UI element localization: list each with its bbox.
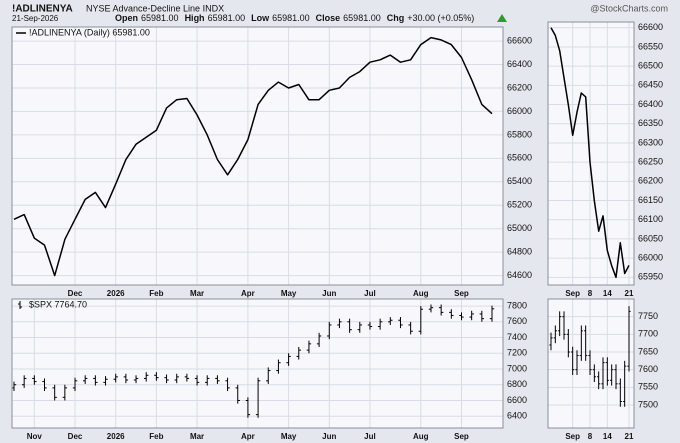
y-tick-label: 66500 [638,61,663,71]
x-tick-label: Dec [68,432,83,441]
x-tick-label: May [281,432,297,441]
quote-value: 65981.00 [343,13,381,23]
y-tick-label: 7650 [638,346,658,356]
x-tick-label: Nov [27,432,43,441]
y-tick-label: 7550 [638,382,658,392]
plot-border [11,298,504,429]
y-tick-label: 65000 [507,223,532,233]
x-tick-label: Dec [68,289,83,298]
y-tick-label: 7750 [638,311,658,321]
y-tick-label: 66050 [638,233,663,243]
y-tick-label: 6400 [507,411,527,421]
y-tick-label: 65950 [638,272,663,282]
x-tick-label: Feb [149,289,163,298]
up-arrow [497,14,507,22]
y-tick-label: 7600 [638,364,658,374]
y-tick-label: 7200 [507,348,527,358]
watermark: @StockCharts.com [590,3,668,13]
y-tick-label: 66600 [507,35,532,45]
plot-area [12,299,503,428]
y-tick-label: 66000 [507,106,532,116]
quote-value: 65981.00 [208,13,246,23]
quote-value: +30.00 (+0.05%) [407,13,474,23]
date: 21-Sep-2026 [12,14,59,23]
quote-label: High [185,13,205,23]
x-tick-label: Sep [454,432,469,441]
y-tick-label: 66300 [638,137,663,147]
plot-border [547,21,635,286]
quote-label: Low [251,13,270,23]
x-tick-label: Jun [322,432,336,441]
quote-label: Close [316,13,341,23]
quote: Open 65981.00 High 65981.00 Low 65981.00 Close… [115,13,474,23]
y-tick-label: 66400 [638,99,663,109]
y-tick-label: 65600 [507,153,532,163]
legend-label: $SPX 7764.70 [29,299,87,309]
y-tick-label: 66250 [638,157,663,167]
y-tick-label: 7400 [507,332,527,342]
line [550,27,630,279]
x-tick-label: Feb [149,432,163,441]
y-tick-label: 7500 [638,399,658,409]
description: NYSE Advance-Decline Line INDX [86,3,224,13]
y-tick-label: 66200 [638,176,663,186]
y-tick-label: 66000 [638,252,663,262]
y-tick-label: 6600 [507,395,527,405]
x-tick-label: 21 [625,289,634,298]
y-tick-label: 65800 [507,129,532,139]
x-tick-label: 21 [625,432,634,441]
symbol: !ADLINENYA [12,4,73,15]
y-tick-label: 6800 [507,379,527,389]
quote-value: 65981.00 [272,13,310,23]
x-tick-label: Mar [190,289,204,298]
y-tick-label: 65400 [507,176,532,186]
x-tick-label: Sep [565,289,580,298]
y-tick-label: 7600 [507,316,527,326]
x-tick-label: May [281,289,297,298]
y-tick-label: 65200 [507,200,532,210]
y-tick-label: 66450 [638,80,663,90]
x-tick-label: Jul [364,432,376,441]
y-tick-label: 66200 [507,82,532,92]
y-tick-label: 66100 [638,214,663,224]
y-tick-label: 66350 [638,118,663,128]
y-tick-label: 66400 [507,59,532,69]
y-tick-label: 7700 [638,329,658,339]
plot-border [547,298,635,429]
line [13,36,493,277]
plot-border [11,26,504,286]
x-tick-label: Jul [364,289,376,298]
x-tick-label: 8 [588,432,593,441]
x-tick-label: 8 [588,289,593,298]
y-tick-label: 66150 [638,195,663,205]
legend-label: !ADLINENYA (Daily) 65981.00 [29,27,150,37]
y-tick-label: 64600 [507,270,532,280]
y-tick-label: 64800 [507,247,532,257]
plot-area [12,27,503,285]
x-tick-label: Aug [413,289,429,298]
x-tick-label: Sep [565,432,580,441]
y-tick-label: 7800 [507,300,527,310]
plot-area [548,299,634,428]
x-tick-label: Apr [241,289,255,298]
x-tick-label: Apr [241,432,255,441]
quote-label: Chg [387,13,405,23]
x-tick-label: 2026 [107,289,125,298]
quote-label: Open [115,13,138,23]
quote-value: 65981.00 [141,13,179,23]
y-tick-label: 66600 [638,22,663,32]
x-tick-label: 2026 [107,432,125,441]
x-tick-label: Mar [190,432,204,441]
y-tick-label: 66550 [638,41,663,51]
x-tick-label: Aug [413,432,429,441]
x-tick-label: 14 [603,289,612,298]
x-tick-label: 14 [603,432,612,441]
x-tick-label: Jun [322,289,336,298]
y-tick-label: 7000 [507,363,527,373]
x-tick-label: Sep [454,289,469,298]
